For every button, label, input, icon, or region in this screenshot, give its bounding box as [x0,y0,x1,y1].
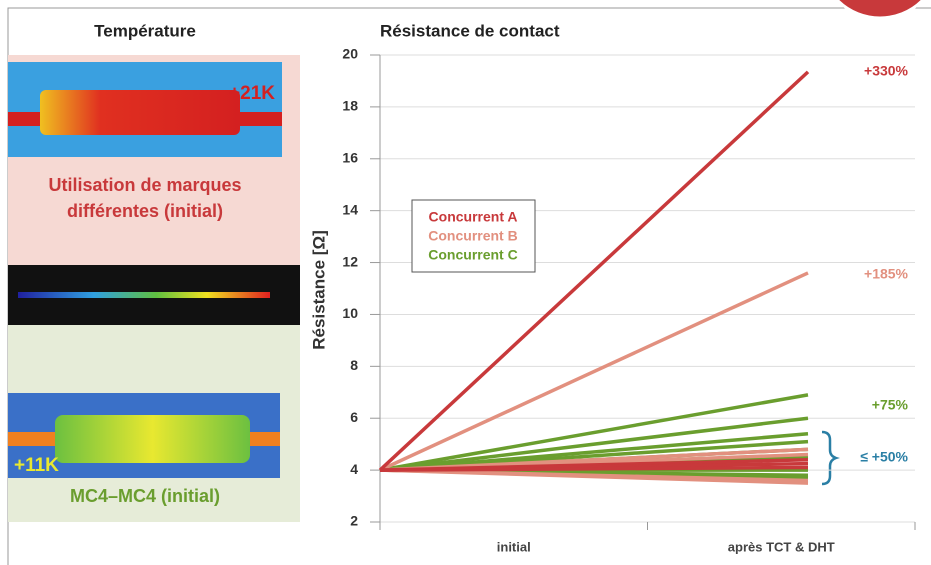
caption: Utilisation de marques [48,175,241,195]
delta-label: +21K [229,83,275,104]
y-tick-label: 4 [350,461,358,477]
y-tick-label: 12 [342,253,358,269]
y-tick-label: 2 [350,513,358,529]
page: Température +21K Utilisation de marques … [0,0,931,565]
y-tick-label: 16 [342,149,358,165]
x-tick-label: initial [497,539,531,554]
caption: différentes (initial) [67,201,223,221]
legend-entry: Concurrent B [428,228,517,244]
delta-label: +11K [14,455,59,476]
panel-title: Température [94,21,196,40]
chart-title: Résistance de contact [380,21,560,40]
y-tick-label: 14 [342,201,358,217]
y-axis-label: Résistance [Ω] [309,230,328,349]
thermal-connector [40,90,240,135]
annotation: +330% [864,63,909,79]
legend-entry: Concurrent C [428,247,517,263]
brace [822,432,836,484]
color-scale [18,292,270,298]
annotation: +75% [872,397,909,413]
annotation: ≤ +50% [860,449,908,465]
thermal-connector [55,415,250,463]
y-tick-label: 8 [350,357,358,373]
annotation: +185% [864,266,909,282]
y-tick-label: 6 [350,409,358,425]
caption: MC4–MC4 (initial) [70,486,220,506]
y-tick-label: 10 [342,305,358,321]
legend-entry: Concurrent A [429,209,518,225]
y-tick-label: 18 [342,98,358,114]
x-tick-label: après TCT & DHT [728,539,835,554]
corner-badge [820,0,931,18]
y-tick-label: 20 [342,46,358,62]
